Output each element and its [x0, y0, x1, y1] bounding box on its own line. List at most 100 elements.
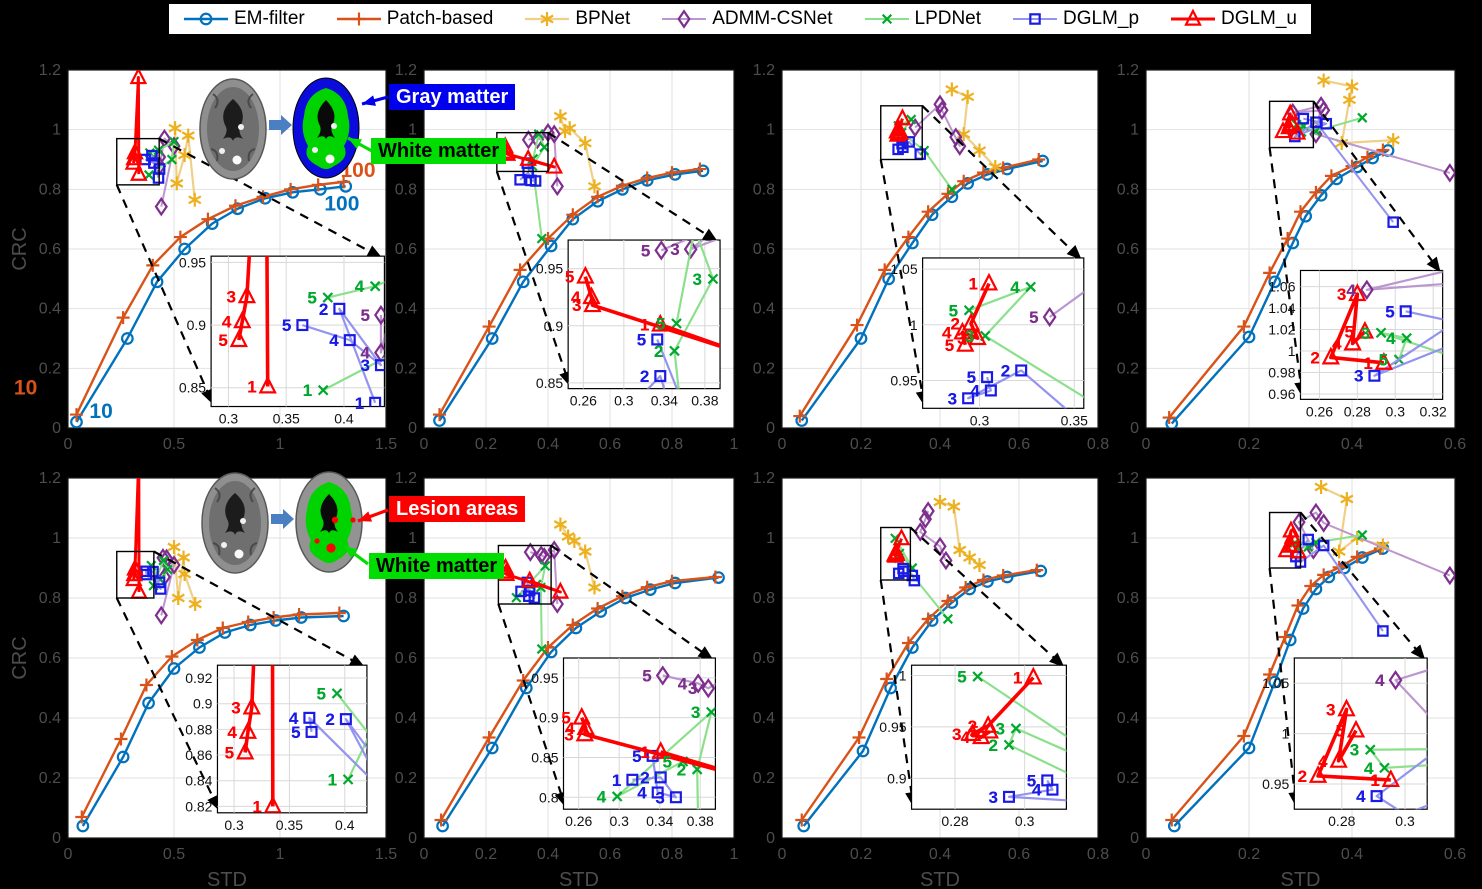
y-tick-label: 1.2	[753, 62, 775, 79]
zoom-callout-arrow	[1268, 147, 1304, 398]
diamond-marker	[550, 176, 564, 197]
square-marker	[654, 771, 667, 784]
inset-point-label: 4	[222, 312, 232, 331]
triangle-marker	[235, 741, 255, 760]
inset-point-number: 2	[640, 367, 649, 386]
triangle-marker	[887, 543, 906, 562]
inset-point-label: 1	[1363, 354, 1372, 373]
circle-marker	[1268, 275, 1282, 289]
plus-marker	[665, 574, 679, 588]
x-marker	[540, 560, 551, 571]
inset-point-label: 4	[678, 674, 688, 693]
plus-marker	[591, 190, 605, 204]
series-line-ADMM-CSNet	[1297, 511, 1451, 577]
series-layer	[1162, 73, 1455, 428]
x-tick-label: 0	[64, 436, 73, 453]
x-marker	[162, 564, 173, 575]
inset-x-tick-label: 0.3	[219, 411, 239, 427]
zoom-callout-arrow	[909, 526, 1066, 669]
legend-label: BPNet	[575, 8, 631, 29]
inset-point-number: 5	[967, 368, 976, 387]
inset-point-label: 1	[252, 797, 261, 816]
inset-point-label: 4	[1346, 281, 1356, 300]
inset-point-number: 5	[225, 743, 234, 762]
callout-arrow	[343, 544, 369, 566]
x-tick-label: 0.6	[1444, 846, 1466, 863]
asterisk-marker	[188, 192, 202, 207]
inset-point-label: 5	[282, 316, 291, 335]
x-tick-label: 0.8	[1087, 846, 1109, 863]
inset-y-tick-label: 1	[1288, 343, 1296, 359]
triangle-marker	[129, 70, 148, 85]
series-line-EM-filter	[81, 614, 344, 827]
series-line-DGLM_p	[646, 339, 679, 389]
x-tick-label: 0.6	[1008, 846, 1030, 863]
plus-marker	[921, 205, 935, 219]
inset-y-tick-label: 0.85	[179, 380, 206, 396]
y-tick-label: 0.4	[395, 301, 417, 318]
inset-point-number: 3	[952, 725, 961, 744]
y-tick-label: 0.2	[753, 360, 775, 377]
y-tick-label: 0	[408, 830, 417, 847]
inset-point-label: 3	[1326, 700, 1335, 719]
square-marker	[1377, 625, 1389, 637]
legend-item-BPNet: BPNet	[524, 8, 630, 30]
inset-point-label: 5	[632, 747, 641, 766]
square-marker	[514, 174, 526, 186]
triangle-marker	[888, 124, 907, 142]
diamond-marker	[550, 594, 564, 614]
plus-marker	[1162, 411, 1176, 425]
asterisk-marker	[1317, 73, 1331, 88]
arrowhead	[344, 546, 358, 559]
diamond-marker	[547, 124, 561, 144]
square-marker	[296, 319, 309, 332]
inset-x-tick-label: 0.3	[614, 393, 634, 409]
plus-marker	[1237, 320, 1251, 334]
triangle-marker	[1346, 719, 1366, 738]
x-marker	[972, 671, 983, 682]
triangle-marker	[891, 122, 909, 140]
y-tick-label: 0.2	[39, 770, 61, 787]
square-marker	[984, 384, 997, 397]
y-tick-label: 1	[766, 122, 775, 139]
x-marker	[707, 273, 719, 285]
asterisk-marker	[578, 136, 592, 151]
inset-y-tick-label: 0.86	[185, 747, 212, 763]
plus-marker	[69, 408, 83, 422]
inset-x-tick-label: 0.32	[1420, 403, 1447, 419]
x-marker	[963, 304, 975, 316]
inset-point-label: 4	[1010, 278, 1020, 297]
plus-marker	[1165, 813, 1179, 827]
x-tick-label: 0.4	[929, 436, 951, 453]
inset-point-label: 2	[989, 736, 998, 755]
inset-point-number: 1	[1013, 669, 1022, 688]
x-marker	[166, 154, 177, 165]
triangle-marker	[1289, 541, 1307, 559]
inset-point-label: 4	[355, 277, 365, 296]
circle-marker	[668, 168, 682, 181]
y-tick-label: 1	[408, 122, 417, 139]
inset-x-tick-label: 0.3	[1386, 403, 1406, 419]
inset-point-label: 5	[360, 306, 369, 325]
series-line-DGLM_p	[1375, 756, 1428, 810]
inset-x-tick-label: 0.28	[1328, 813, 1355, 829]
circle-marker	[286, 185, 300, 199]
triangle-marker	[238, 721, 258, 739]
inset-point-label: 3	[670, 240, 679, 259]
triangle-marker	[651, 313, 670, 332]
inset-y-tick-label: 0.8	[539, 789, 559, 805]
x-tick-label: 0	[1142, 846, 1151, 863]
inset-point-number: 3	[360, 356, 369, 375]
inset-point-number: 4	[1375, 671, 1385, 690]
y-tick-label: 0.4	[39, 710, 61, 727]
diamond-marker	[1042, 306, 1057, 328]
legend-marker-diamond-icon	[662, 9, 707, 29]
plus-marker	[1324, 169, 1338, 183]
inset-y-tick-label: 0.98	[1268, 365, 1295, 381]
subplot-r1c4: 0 0.2 0.4 0.6 0 0.2 0.4 0.6 0.8 1 1.2 0.26 0.28 0.3 0.…	[1117, 62, 1466, 453]
plus-marker	[1263, 668, 1277, 681]
legend-marker-square-icon	[1012, 13, 1057, 25]
